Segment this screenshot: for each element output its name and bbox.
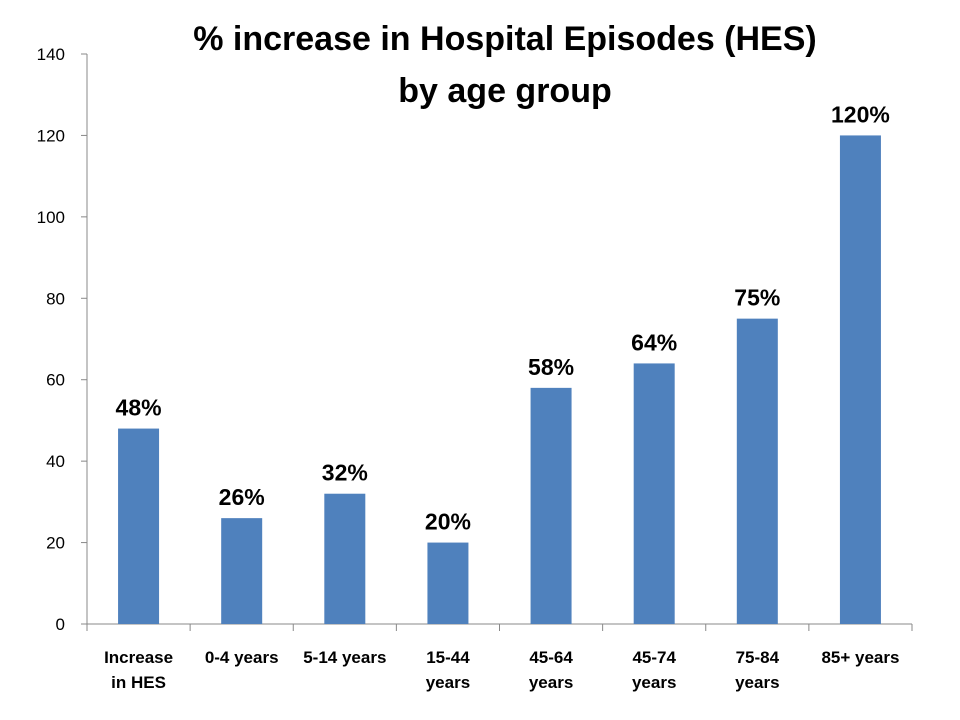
chart-title: % increase in Hospital Episodes (HES) by…	[193, 20, 817, 110]
bar	[633, 363, 675, 624]
bar	[324, 493, 366, 624]
x-category-label-line: 45-64	[529, 648, 573, 667]
bar	[530, 387, 572, 624]
x-category-label-line: Increase	[104, 648, 173, 667]
bar	[839, 135, 881, 624]
x-category-label-line: years	[426, 673, 470, 692]
bar-series	[118, 135, 881, 624]
x-axis-labels: Increase in HES 0-4 years 5-14 years 15-44 ye…	[104, 648, 899, 692]
y-tick-label: 100	[37, 208, 65, 227]
y-tick-label: 60	[46, 371, 65, 390]
x-category-label-line: years	[632, 673, 676, 692]
x-category-label-line: 45-74	[632, 648, 676, 667]
x-category-label: 15-44 years	[426, 648, 471, 692]
x-category-label-line: 75-84	[736, 648, 780, 667]
bar	[427, 542, 469, 624]
bar	[736, 318, 778, 624]
bar-value-label: 48%	[116, 395, 162, 421]
y-tick-label: 20	[46, 534, 65, 553]
y-tick-label: 80	[46, 289, 65, 308]
x-category-label: 85+ years	[821, 648, 899, 667]
bar-value-label: 58%	[528, 354, 574, 380]
chart-title-line-2: by age group	[398, 72, 611, 110]
y-tick-label: 40	[46, 452, 65, 471]
bar	[221, 518, 263, 624]
x-category-label-line: in HES	[111, 673, 166, 692]
bar-value-label: 120%	[831, 101, 890, 127]
bar-value-label: 26%	[219, 484, 265, 510]
bar-value-label: 32%	[322, 460, 368, 486]
y-axis-ticks: 0 20 40 60 80 100 120 140	[37, 45, 87, 634]
bar	[118, 428, 160, 624]
x-category-label: 45-64 years	[529, 648, 574, 692]
data-labels: 48% 26% 32% 20% 58% 64% 75% 120%	[116, 101, 890, 534]
x-category-label-line: years	[735, 673, 779, 692]
bar-value-label: 75%	[734, 285, 780, 311]
x-category-label-line: 85+ years	[821, 648, 899, 667]
x-category-label-line: years	[529, 673, 573, 692]
x-category-label-line: 5-14 years	[303, 648, 386, 667]
x-category-label: 75-84 years	[735, 648, 780, 692]
chart-title-line-1: % increase in Hospital Episodes (HES)	[193, 20, 817, 58]
x-category-label: 5-14 years	[303, 648, 386, 667]
bar-value-label: 20%	[425, 509, 471, 535]
y-tick-label: 140	[37, 45, 65, 64]
x-category-label: Increase in HES	[104, 648, 173, 692]
x-category-label: 0-4 years	[205, 648, 279, 667]
x-category-label: 45-74 years	[632, 648, 677, 692]
y-tick-label: 0	[56, 615, 65, 634]
x-category-label-line: 0-4 years	[205, 648, 279, 667]
bar-value-label: 64%	[631, 329, 677, 355]
x-category-label-line: 15-44	[426, 648, 470, 667]
y-tick-label: 120	[37, 126, 65, 145]
x-axis-ticks	[86, 624, 913, 631]
